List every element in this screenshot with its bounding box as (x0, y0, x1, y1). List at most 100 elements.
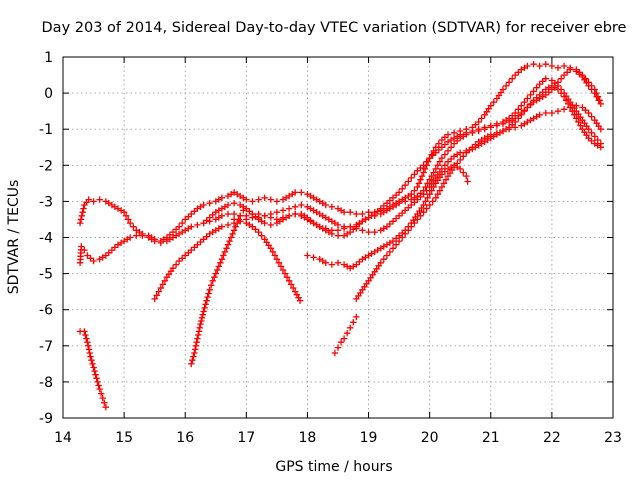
data-point (96, 385, 103, 393)
data-point (560, 106, 568, 113)
data-point (536, 111, 543, 118)
data-point (334, 344, 342, 351)
data-point (155, 288, 162, 295)
data-point (557, 75, 565, 82)
data-point (298, 189, 305, 196)
data-point (277, 263, 285, 270)
plot-frame (62, 56, 614, 419)
data-point (399, 185, 406, 192)
data-point (159, 281, 166, 288)
data-point (334, 221, 342, 229)
data-point (139, 232, 146, 239)
x-axis-label: GPS time / hours (275, 459, 392, 475)
data-point (392, 241, 400, 248)
data-point (475, 118, 482, 126)
data-point (585, 109, 592, 117)
data-point (220, 252, 227, 259)
data-point (334, 232, 342, 239)
data-point (298, 201, 305, 209)
data-point (402, 230, 409, 238)
data-point (571, 111, 578, 118)
data-point (91, 367, 98, 375)
data-point (515, 115, 522, 122)
data-point (457, 131, 464, 138)
data-point (192, 342, 200, 349)
data-point (193, 339, 200, 346)
data-point (285, 277, 293, 284)
data-point (573, 102, 580, 109)
data-point (179, 255, 186, 262)
data-point (421, 165, 429, 173)
series-track-10 (331, 313, 360, 357)
data-point (424, 180, 431, 187)
data-point (94, 378, 101, 386)
data-point (536, 62, 543, 70)
data-point (151, 237, 158, 245)
data-point (383, 252, 391, 259)
data-point (92, 371, 99, 378)
data-point (93, 375, 100, 382)
data-point (420, 162, 427, 169)
data-point (567, 104, 574, 111)
data-point (188, 223, 195, 230)
data-point (347, 209, 354, 216)
data-point (76, 219, 84, 227)
data-point (573, 115, 580, 122)
data-point (435, 140, 442, 147)
data-point (530, 61, 537, 68)
data-point (585, 82, 592, 90)
data-point (597, 100, 604, 108)
data-point (408, 223, 415, 230)
data-point (521, 98, 528, 106)
data-point (292, 210, 299, 218)
data-point (344, 330, 351, 337)
data-point (182, 216, 189, 223)
data-point (209, 277, 216, 284)
data-point (434, 162, 441, 169)
data-point (576, 70, 583, 78)
data-point (334, 227, 342, 234)
data-point (340, 209, 348, 216)
data-point (432, 165, 439, 173)
data-point (481, 124, 488, 131)
y-tick-label: -7 (39, 339, 53, 355)
data-point (188, 360, 195, 368)
data-point (460, 153, 467, 160)
data-point (304, 252, 311, 259)
data-point (405, 227, 412, 234)
x-tick-label: 20 (421, 430, 439, 446)
data-point (417, 212, 424, 219)
data-point (524, 95, 531, 102)
data-point (399, 234, 406, 241)
data-point (90, 257, 97, 265)
data-point (125, 216, 132, 223)
data-point (212, 270, 219, 277)
y-tick-label: -8 (39, 375, 53, 391)
data-point (432, 194, 439, 201)
series-track-7 (200, 82, 604, 236)
data-point (418, 172, 426, 180)
data-point (157, 239, 164, 247)
data-point (591, 133, 598, 140)
data-point (243, 196, 250, 203)
data-point (192, 346, 199, 353)
data-point (273, 209, 281, 216)
data-point (389, 245, 397, 252)
data-point (423, 158, 430, 165)
data-point (202, 301, 209, 308)
data-point (224, 241, 232, 248)
data-point (224, 201, 232, 209)
data-point (502, 82, 510, 90)
data-point (194, 335, 201, 342)
data-point (310, 254, 317, 261)
data-point (380, 256, 387, 263)
series-track-5 (188, 207, 247, 368)
data-point (337, 339, 345, 346)
x-tick-label: 21 (482, 430, 500, 446)
x-tick-label: 19 (360, 430, 378, 446)
data-point (201, 304, 208, 312)
series-track-9 (353, 102, 604, 303)
data-point (411, 219, 418, 227)
data-point (133, 232, 140, 239)
data-point (85, 346, 93, 353)
